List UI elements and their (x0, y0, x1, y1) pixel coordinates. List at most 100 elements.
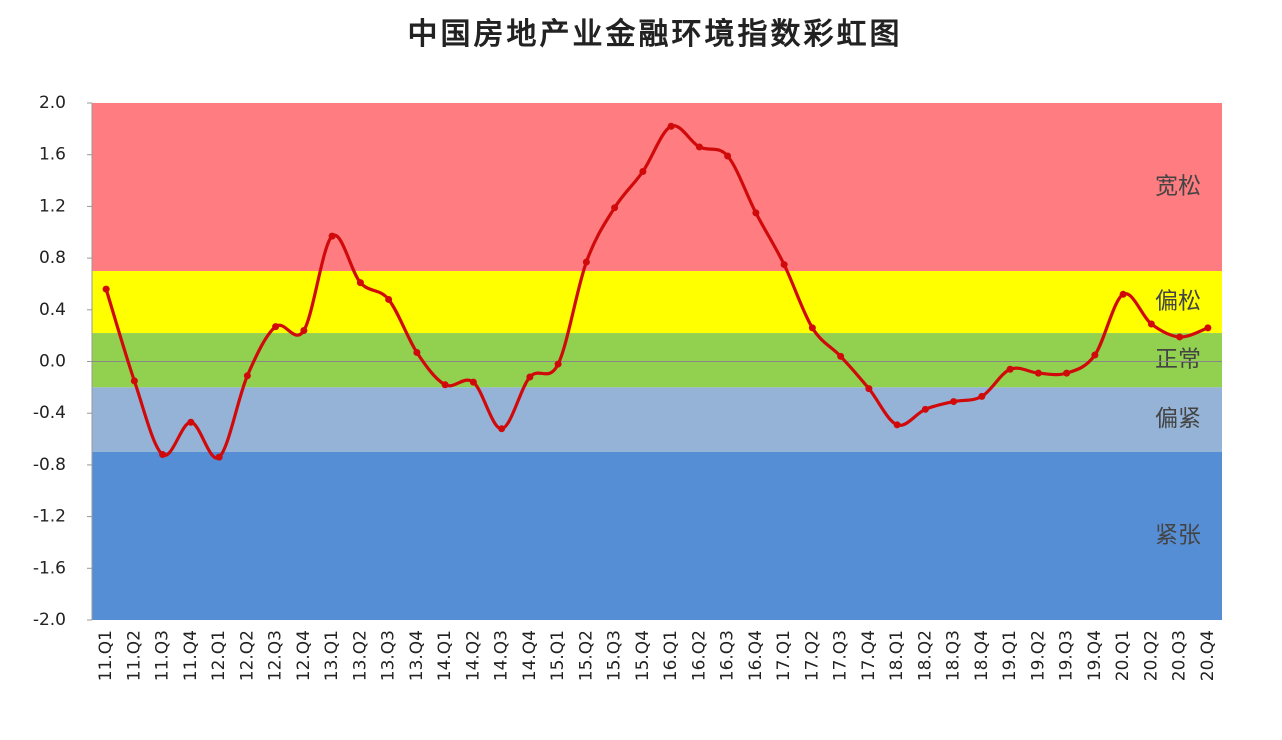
band (92, 271, 1222, 334)
marker (808, 324, 816, 332)
y-tick-label: 0.8 (39, 248, 66, 268)
marker (695, 143, 703, 151)
marker (639, 168, 647, 176)
band (92, 333, 1222, 388)
marker (413, 348, 421, 356)
marker (1091, 351, 1099, 359)
x-tick-label: 15.Q1 (548, 630, 568, 681)
x-tick-label: 13.Q4 (407, 630, 427, 681)
marker (441, 381, 449, 389)
x-tick-label: 14.Q4 (520, 630, 540, 681)
y-tick-label: -1.6 (33, 558, 66, 578)
y-tick-label: 0.4 (39, 300, 66, 320)
x-tick-label: 13.Q1 (322, 630, 342, 681)
marker (1006, 365, 1014, 373)
marker (893, 421, 901, 429)
x-tick-label: 19.Q1 (1000, 630, 1020, 681)
marker (469, 378, 477, 386)
x-tick-label: 14.Q1 (435, 630, 455, 681)
x-tick-label: 20.Q1 (1113, 630, 1133, 681)
x-tick-label: 20.Q4 (1198, 630, 1218, 681)
x-tick-label: 19.Q2 (1028, 630, 1048, 681)
x-tick-label: 11.Q1 (96, 630, 116, 681)
marker (582, 258, 590, 266)
x-tick-label: 18.Q3 (944, 630, 964, 681)
marker (1119, 290, 1127, 298)
x-tick-label: 15.Q2 (576, 630, 596, 681)
y-tick-label: 1.2 (39, 196, 66, 216)
y-tick-label: -2.0 (33, 610, 66, 630)
band-label: 正常 (1155, 347, 1201, 373)
band-label: 偏紧 (1155, 406, 1201, 432)
x-tick-label: 14.Q2 (463, 630, 483, 681)
y-tick-label: -0.4 (33, 403, 66, 423)
x-tick-label: 16.Q3 (718, 630, 738, 681)
x-tick-label: 16.Q1 (661, 630, 681, 681)
x-tick-label: 17.Q4 (859, 630, 879, 681)
marker (837, 352, 845, 360)
band-label: 宽松 (1155, 174, 1201, 200)
marker (1204, 324, 1212, 332)
x-tick-label: 15.Q4 (633, 630, 653, 681)
x-tick-label: 17.Q1 (774, 630, 794, 681)
x-tick-label: 16.Q2 (689, 630, 709, 681)
marker (243, 372, 251, 380)
marker (385, 295, 393, 303)
x-tick-label: 13.Q2 (350, 630, 370, 681)
y-tick-label: -1.2 (33, 507, 66, 527)
marker (130, 377, 138, 385)
x-tick-label: 12.Q4 (294, 630, 314, 681)
x-tick-label: 18.Q4 (972, 630, 992, 681)
marker (978, 392, 986, 400)
marker (272, 323, 280, 331)
marker (667, 122, 675, 130)
marker (215, 453, 223, 461)
y-tick-label: -0.8 (33, 455, 66, 475)
marker (1034, 369, 1042, 377)
marker (300, 326, 308, 334)
x-tick-label: 12.Q1 (209, 630, 229, 681)
marker (780, 261, 788, 269)
x-tick-label: 19.Q3 (1057, 630, 1077, 681)
x-tick-label: 15.Q3 (605, 630, 625, 681)
marker (865, 385, 873, 393)
marker (1176, 333, 1184, 341)
band (92, 387, 1222, 452)
x-tick-label: 19.Q4 (1085, 630, 1105, 681)
y-tick-label: 0.0 (39, 352, 66, 372)
x-tick-label: 13.Q3 (379, 630, 399, 681)
marker (554, 360, 562, 368)
marker (102, 285, 110, 293)
marker (1147, 320, 1155, 328)
x-tick-label: 12.Q2 (237, 630, 257, 681)
band-label: 紧张 (1155, 522, 1201, 548)
x-tick-label: 20.Q3 (1170, 630, 1190, 681)
marker (498, 425, 506, 433)
marker (724, 152, 732, 160)
x-tick-label: 18.Q1 (887, 630, 907, 681)
x-tick-label: 16.Q4 (746, 630, 766, 681)
x-tick-label: 11.Q3 (153, 630, 173, 681)
marker (1063, 369, 1071, 377)
marker (950, 398, 958, 406)
x-tick-label: 11.Q2 (124, 630, 144, 681)
marker (159, 451, 167, 459)
marker (921, 405, 929, 413)
marker (611, 204, 619, 212)
marker (752, 209, 760, 217)
y-tick-label: 2.0 (39, 93, 66, 113)
x-tick-label: 20.Q2 (1141, 630, 1161, 681)
x-tick-label: 12.Q3 (266, 630, 286, 681)
band-label: 偏松 (1155, 289, 1201, 315)
x-tick-label: 17.Q3 (831, 630, 851, 681)
x-tick-label: 14.Q3 (492, 630, 512, 681)
band (92, 103, 1222, 272)
band (92, 451, 1222, 620)
marker (356, 279, 364, 287)
marker (187, 418, 195, 426)
marker (526, 373, 534, 381)
x-tick-label: 18.Q2 (915, 630, 935, 681)
x-tick-label: 11.Q4 (181, 630, 201, 681)
chart-title: 中国房地产业金融环境指数彩虹图 (408, 17, 903, 52)
